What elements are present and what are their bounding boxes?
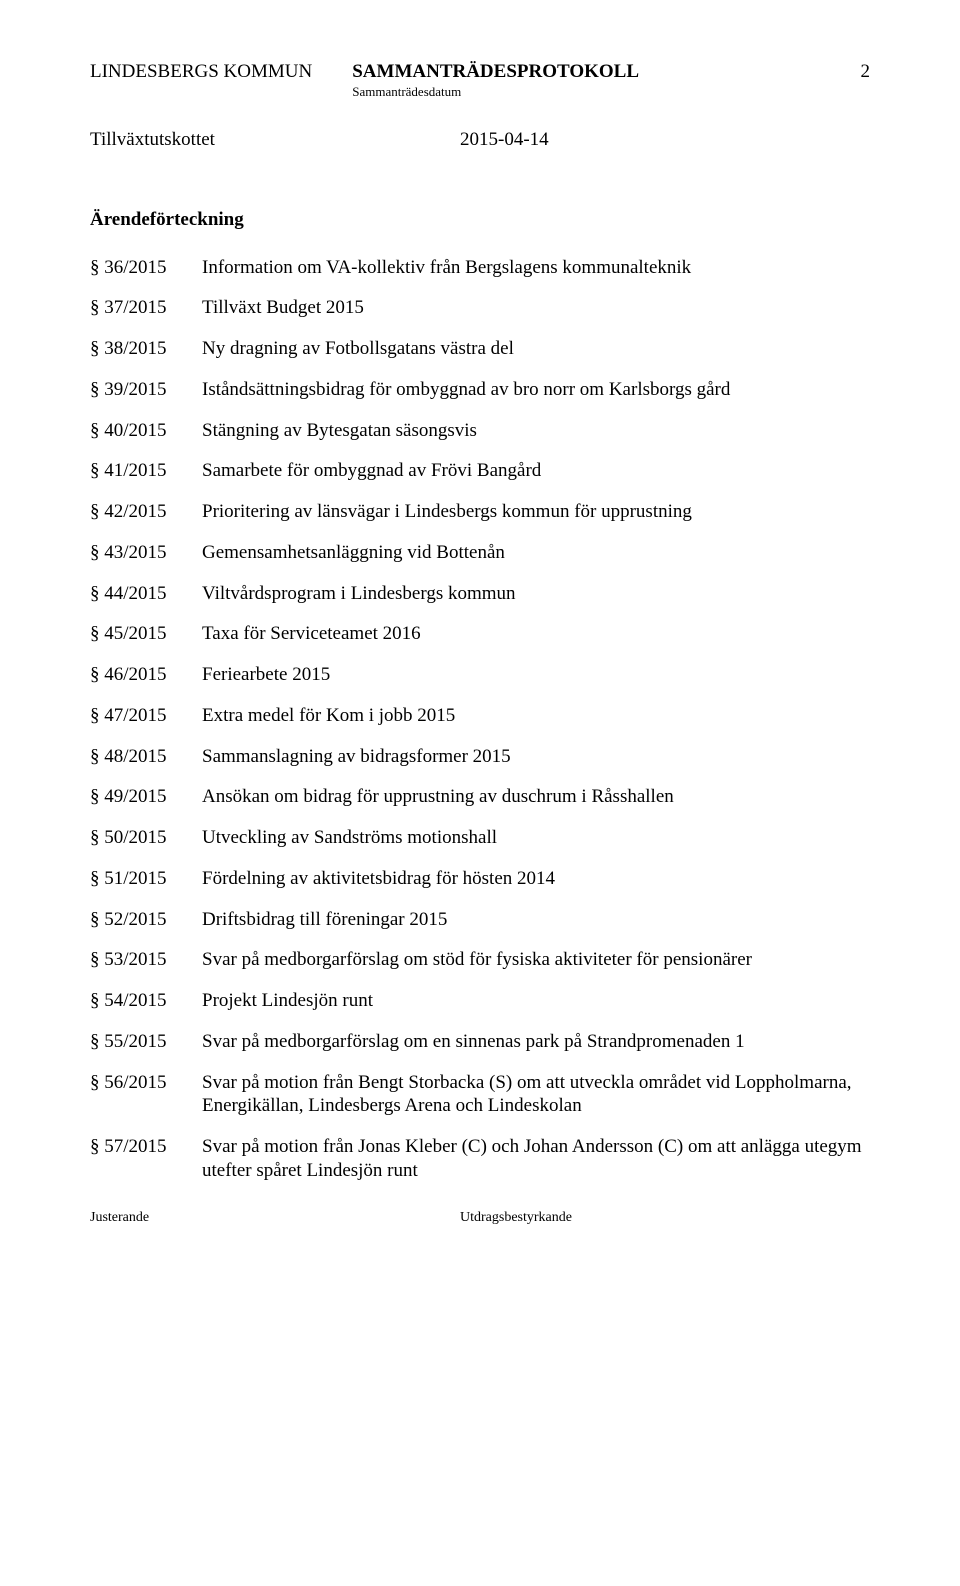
page: LINDESBERGS KOMMUN SAMMANTRÄDESPROTOKOLL… (0, 0, 960, 1586)
agenda-item-section: § 56/2015 (90, 1071, 202, 1095)
agenda-item-text: Extra medel för Kom i jobb 2015 (202, 704, 870, 728)
agenda-item: § 57/2015Svar på motion från Jonas Klebe… (90, 1135, 870, 1183)
agenda-item-text: Sammanslagning av bidragsformer 2015 (202, 745, 870, 769)
agenda-item-section: § 50/2015 (90, 826, 202, 850)
agenda-item-text: Ansökan om bidrag för upprustning av dus… (202, 785, 870, 809)
meeting-date: 2015-04-14 (460, 128, 870, 152)
agenda-item-text: Svar på medborgarförslag om en sinnenas … (202, 1030, 870, 1054)
agenda-item: § 46/2015Feriearbete 2015 (90, 663, 870, 687)
agenda-item-text: Fördelning av aktivitetsbidrag för höste… (202, 867, 870, 891)
agenda-item-section: § 53/2015 (90, 948, 202, 972)
agenda-item-section: § 55/2015 (90, 1030, 202, 1054)
sub-header: Tillväxtutskottet 2015-04-14 (90, 128, 870, 152)
agenda-item: § 43/2015Gemensamhetsanläggning vid Bott… (90, 541, 870, 565)
agenda-item-text: Projekt Lindesjön runt (202, 989, 870, 1013)
agenda-item: § 52/2015Driftsbidrag till föreningar 20… (90, 908, 870, 932)
agenda-item-section: § 40/2015 (90, 419, 202, 443)
agenda-item-section: § 38/2015 (90, 337, 202, 361)
agenda-item-text: Samarbete för ombyggnad av Frövi Bangård (202, 459, 870, 483)
agenda-item-section: § 37/2015 (90, 296, 202, 320)
agenda-item: § 39/2015Iståndsättningsbidrag för ombyg… (90, 378, 870, 402)
agenda-item-section: § 49/2015 (90, 785, 202, 809)
footer-justerande: Justerande (90, 1209, 460, 1227)
agenda-item-text: Viltvårdsprogram i Lindesbergs kommun (202, 582, 870, 606)
agenda-item: § 44/2015Viltvårdsprogram i Lindesbergs … (90, 582, 870, 606)
header-block: LINDESBERGS KOMMUN SAMMANTRÄDESPROTOKOLL… (90, 60, 870, 100)
agenda-item-text: Prioritering av länsvägar i Lindesbergs … (202, 500, 870, 524)
agenda-item-text: Stängning av Bytesgatan säsongsvis (202, 419, 870, 443)
agenda-item: § 36/2015Information om VA-kollektiv frå… (90, 256, 870, 280)
date-label: Sammanträdesdatum (352, 84, 840, 100)
agenda-item: § 45/2015Taxa för Serviceteamet 2016 (90, 622, 870, 646)
agenda-item-section: § 36/2015 (90, 256, 202, 280)
agenda-item-text: Tillväxt Budget 2015 (202, 296, 870, 320)
agenda-item: § 37/2015Tillväxt Budget 2015 (90, 296, 870, 320)
agenda-item-section: § 45/2015 (90, 622, 202, 646)
agenda-item-text: Information om VA-kollektiv från Bergsla… (202, 256, 870, 280)
header-center: SAMMANTRÄDESPROTOKOLL Sammanträdesdatum (312, 60, 840, 100)
agenda-item-section: § 52/2015 (90, 908, 202, 932)
agenda-item: § 48/2015Sammanslagning av bidragsformer… (90, 745, 870, 769)
footer-utdrag: Utdragsbestyrkande (460, 1209, 572, 1227)
agenda-list: § 36/2015Information om VA-kollektiv frå… (90, 256, 870, 1183)
agenda-item-section: § 47/2015 (90, 704, 202, 728)
agenda-item-text: Taxa för Serviceteamet 2016 (202, 622, 870, 646)
agenda-item-section: § 43/2015 (90, 541, 202, 565)
agenda-item-text: Iståndsättningsbidrag för ombyggnad av b… (202, 378, 870, 402)
agenda-item: § 38/2015Ny dragning av Fotbollsgatans v… (90, 337, 870, 361)
agenda-item-section: § 44/2015 (90, 582, 202, 606)
agenda-item: § 42/2015Prioritering av länsvägar i Lin… (90, 500, 870, 524)
agenda-item-section: § 42/2015 (90, 500, 202, 524)
agenda-item: § 49/2015Ansökan om bidrag för upprustni… (90, 785, 870, 809)
agenda-item: § 41/2015Samarbete för ombyggnad av Fröv… (90, 459, 870, 483)
agenda-item-section: § 51/2015 (90, 867, 202, 891)
agenda-item-section: § 46/2015 (90, 663, 202, 687)
agenda-item-text: Svar på motion från Bengt Storbacka (S) … (202, 1071, 870, 1119)
agenda-item-text: Driftsbidrag till föreningar 2015 (202, 908, 870, 932)
agenda-item: § 40/2015Stängning av Bytesgatan säsongs… (90, 419, 870, 443)
agenda-item-text: Svar på motion från Jonas Kleber (C) och… (202, 1135, 870, 1183)
agenda-item-section: § 41/2015 (90, 459, 202, 483)
agenda-item: § 56/2015Svar på motion från Bengt Storb… (90, 1071, 870, 1119)
agenda-item-text: Ny dragning av Fotbollsgatans västra del (202, 337, 870, 361)
main-heading: Ärendeförteckning (90, 208, 870, 232)
doc-type: SAMMANTRÄDESPROTOKOLL (352, 60, 840, 84)
header-org: LINDESBERGS KOMMUN (90, 60, 312, 84)
org-name: LINDESBERGS KOMMUN (90, 61, 312, 82)
page-number: 2 (841, 60, 871, 84)
agenda-item-section: § 54/2015 (90, 989, 202, 1013)
agenda-item: § 53/2015Svar på medborgarförslag om stö… (90, 948, 870, 972)
agenda-item-text: Gemensamhetsanläggning vid Bottenån (202, 541, 870, 565)
agenda-item-section: § 39/2015 (90, 378, 202, 402)
agenda-item-text: Feriearbete 2015 (202, 663, 870, 687)
agenda-item: § 50/2015Utveckling av Sandströms motion… (90, 826, 870, 850)
agenda-item-text: Svar på medborgarförslag om stöd för fys… (202, 948, 870, 972)
footer: Justerande Utdragsbestyrkande (90, 1209, 870, 1227)
agenda-item: § 47/2015Extra medel för Kom i jobb 2015 (90, 704, 870, 728)
committee-name: Tillväxtutskottet (90, 128, 460, 152)
agenda-item-section: § 57/2015 (90, 1135, 202, 1159)
agenda-item: § 55/2015Svar på medborgarförslag om en … (90, 1030, 870, 1054)
agenda-item-text: Utveckling av Sandströms motionshall (202, 826, 870, 850)
agenda-item: § 54/2015Projekt Lindesjön runt (90, 989, 870, 1013)
agenda-item-section: § 48/2015 (90, 745, 202, 769)
agenda-item: § 51/2015Fördelning av aktivitetsbidrag … (90, 867, 870, 891)
